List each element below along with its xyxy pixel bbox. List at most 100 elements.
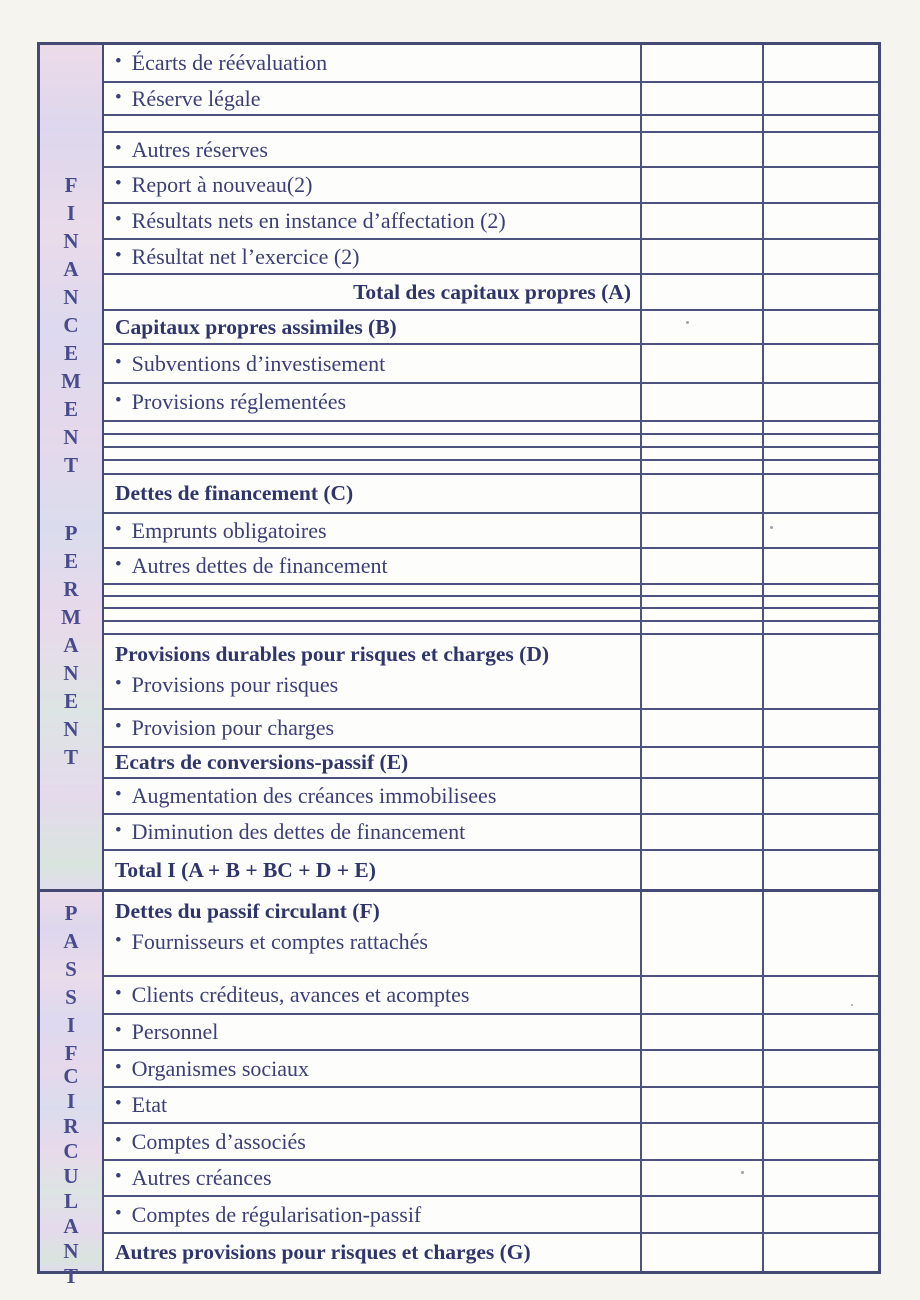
value-cell: [762, 549, 878, 583]
value-cell: [762, 311, 878, 343]
table-row: [104, 597, 878, 609]
value-cell: [640, 422, 762, 433]
bullet-icon: •: [115, 390, 122, 411]
row-label-cell: • Réserve légale: [104, 83, 640, 114]
table-row: • Écarts de réévaluation: [104, 45, 878, 83]
value-cell: [640, 892, 762, 975]
value-cell: [762, 892, 878, 975]
row-label-cell: [104, 609, 640, 620]
row-label: Autres réserves: [131, 136, 268, 162]
value-cell: [762, 275, 878, 309]
value-cell: [640, 475, 762, 512]
row-label-cell: [104, 461, 640, 473]
bullet-icon: •: [115, 351, 122, 373]
table-row: [104, 435, 878, 448]
bullet-icon: •: [115, 1202, 122, 1224]
value-cell: [640, 597, 762, 607]
value-cell: [762, 622, 878, 633]
table-row: • Provisions réglementées: [104, 384, 878, 422]
row-label-cell: [104, 422, 640, 433]
value-cell: [762, 1051, 878, 1086]
row-label-cell: • Provision pour charges: [104, 710, 640, 746]
value-cell: [640, 345, 762, 382]
balance-sheet-table: F I N A N C E M E N T P E R M A N E N T • Écarts de réévaluat…: [37, 42, 881, 1288]
row-label: Subventions d’investisement: [131, 350, 386, 376]
value-cell: [640, 585, 762, 595]
value-cell: [640, 779, 762, 813]
row-label: Emprunts obligatoires: [131, 517, 327, 543]
value-cell: [640, 851, 762, 889]
row-label-header: Dettes de financement (C): [115, 481, 354, 505]
table-row: • Clients créditeus, avances et acomptes: [104, 977, 878, 1015]
row-label-cell: [104, 116, 640, 131]
value-cell: [762, 384, 878, 420]
row-label-cell: • Comptes de régularisation-passif: [104, 1197, 640, 1232]
row-label: Augmentation des créances immobilisees: [131, 783, 497, 808]
value-cell: [640, 45, 762, 81]
row-label-cell: • Clients créditeus, avances et acomptes: [104, 977, 640, 1013]
value-cell: [640, 549, 762, 583]
table-row: • Etat: [104, 1088, 878, 1124]
scan-speck: [741, 1171, 744, 1174]
row-label: Etat: [131, 1092, 168, 1117]
row-label: Réserve légale: [131, 85, 261, 111]
row-sub-item: • Provisions pour risques: [115, 672, 636, 698]
value-cell: [762, 435, 878, 446]
value-cell: [762, 1124, 878, 1159]
row-label: Résultat net l’exercice (2): [131, 243, 360, 269]
table-row: • Report à nouveau(2): [104, 168, 878, 204]
value-cell: [640, 815, 762, 849]
table-row: Ecatrs de conversions-passif (E): [104, 748, 878, 779]
value-cell: [640, 622, 762, 633]
row-label-cell: • Comptes d’associés: [104, 1124, 640, 1159]
row-label-cell: • Résultats nets en instance d’affectatio…: [104, 204, 640, 238]
value-cell: [762, 448, 878, 459]
value-cell: [640, 133, 762, 166]
value-cell: [762, 345, 878, 382]
bullet-icon: •: [115, 173, 122, 194]
row-label-cell: Total des capitaux propres (A): [104, 275, 640, 309]
bullet-icon: •: [115, 554, 122, 575]
value-cell: [762, 168, 878, 202]
value-cell: [762, 461, 878, 473]
table-row: Dettes du passif circulant (F) • Fournisse…: [104, 892, 878, 977]
value-cell: [640, 977, 762, 1013]
row-sub-item: • Fournisseurs et comptes rattachés: [115, 929, 636, 955]
row-label-cell: • Diminution des dettes de financement: [104, 815, 640, 849]
value-cell: [640, 710, 762, 746]
table-section: F I N A N C E M E N T P E R M A N E N T • Écarts de réévaluat…: [40, 45, 878, 889]
table-row: • Emprunts obligatoires: [104, 514, 878, 549]
value-cell: [762, 597, 878, 607]
value-cell: [762, 609, 878, 620]
table-row: • Provision pour charges: [104, 710, 878, 748]
table-row: [104, 448, 878, 461]
value-cell: [762, 422, 878, 433]
row-label: Comptes d’associés: [131, 1128, 306, 1154]
row-label-cell: • Emprunts obligatoires: [104, 514, 640, 547]
row-label-header: Provisions durables pour risques et char…: [115, 642, 549, 666]
value-cell: [762, 1234, 878, 1271]
value-cell: [640, 1088, 762, 1122]
row-label-cell: • Résultat net l’exercice (2): [104, 240, 640, 273]
rows-container: Dettes du passif circulant (F) • Fournisse…: [104, 892, 878, 1271]
bullet-icon: •: [115, 1129, 122, 1151]
row-label-header: Dettes du passif circulant (F): [115, 899, 380, 923]
value-cell: [640, 635, 762, 708]
value-cell: [640, 168, 762, 202]
row-label-cell: [104, 622, 640, 633]
row-label: Autres créances: [131, 1165, 272, 1190]
value-cell: [762, 977, 878, 1013]
row-label: Clients créditeus, avances et acomptes: [131, 982, 470, 1007]
row-label-cell: [104, 585, 640, 595]
row-label: Provisions réglementées: [131, 389, 347, 414]
bullet-icon: •: [115, 673, 122, 694]
value-cell: [640, 448, 762, 459]
row-label-cell: • Organismes sociaux: [104, 1051, 640, 1086]
bullet-icon: •: [115, 1020, 122, 1041]
row-label-header: Capitaux propres assimiles (B): [115, 314, 397, 339]
row-label-header: Total I (A + B + BC + D + E): [115, 857, 376, 882]
value-cell: [640, 83, 762, 114]
